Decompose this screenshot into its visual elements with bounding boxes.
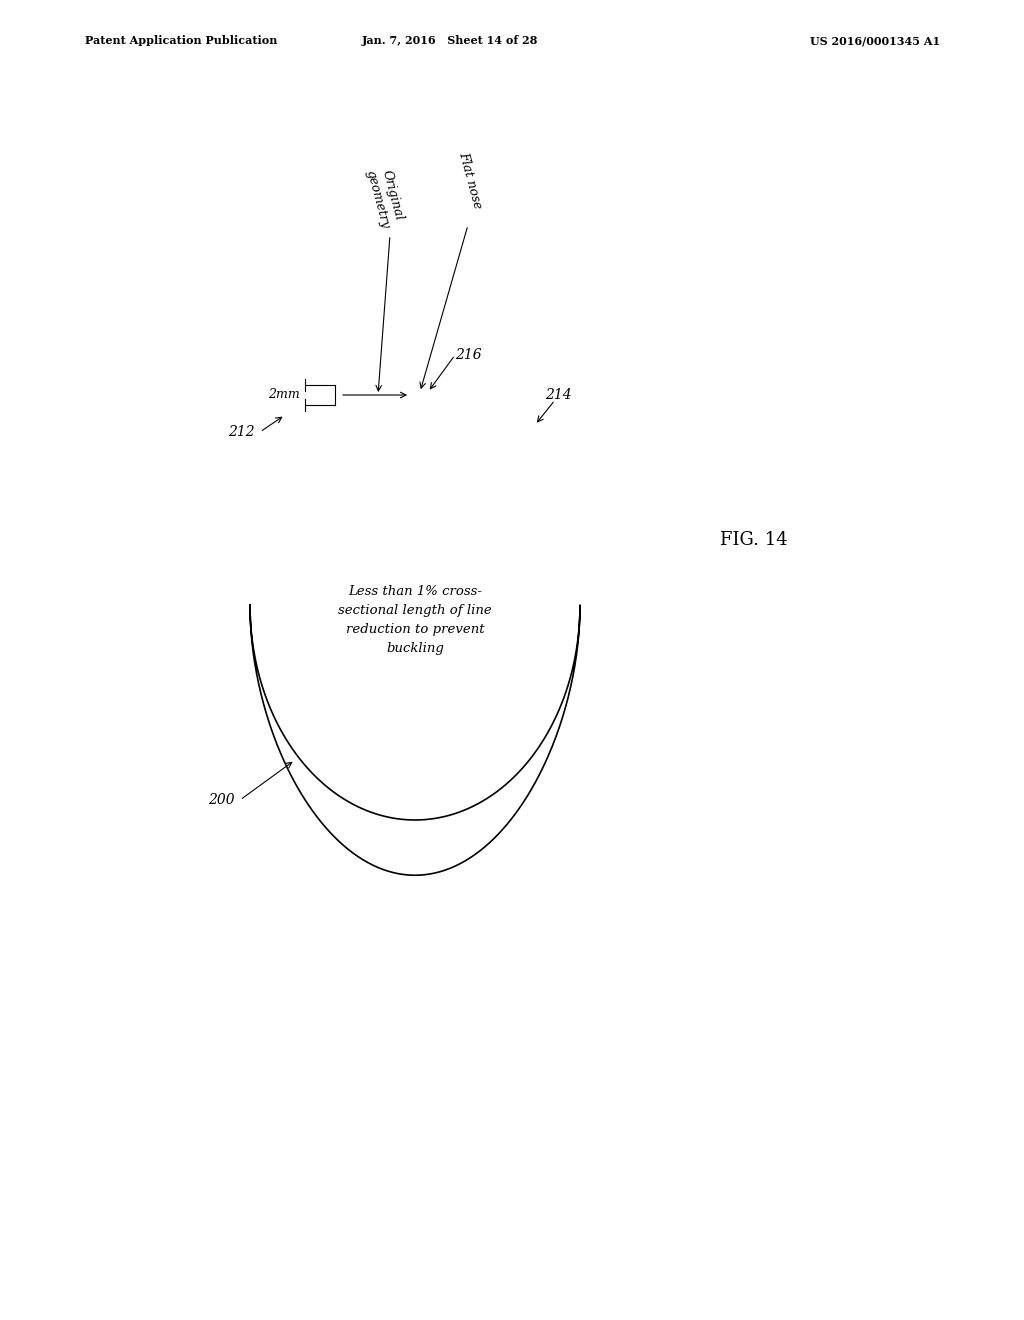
Text: Original
geometry: Original geometry	[364, 164, 407, 230]
Text: 214: 214	[545, 388, 571, 403]
Text: 200: 200	[208, 793, 234, 807]
Text: US 2016/0001345 A1: US 2016/0001345 A1	[810, 36, 940, 46]
Text: Patent Application Publication: Patent Application Publication	[85, 36, 278, 46]
Text: Less than 1% cross-
sectional length of line
reduction to prevent
buckling: Less than 1% cross- sectional length of …	[338, 585, 492, 655]
Text: Jan. 7, 2016   Sheet 14 of 28: Jan. 7, 2016 Sheet 14 of 28	[361, 36, 539, 46]
Text: FIG. 14: FIG. 14	[720, 531, 787, 549]
Text: 212: 212	[228, 425, 255, 440]
Text: 216: 216	[455, 348, 481, 362]
Text: Flat nose: Flat nose	[456, 150, 483, 210]
Text: 2mm: 2mm	[268, 388, 300, 401]
